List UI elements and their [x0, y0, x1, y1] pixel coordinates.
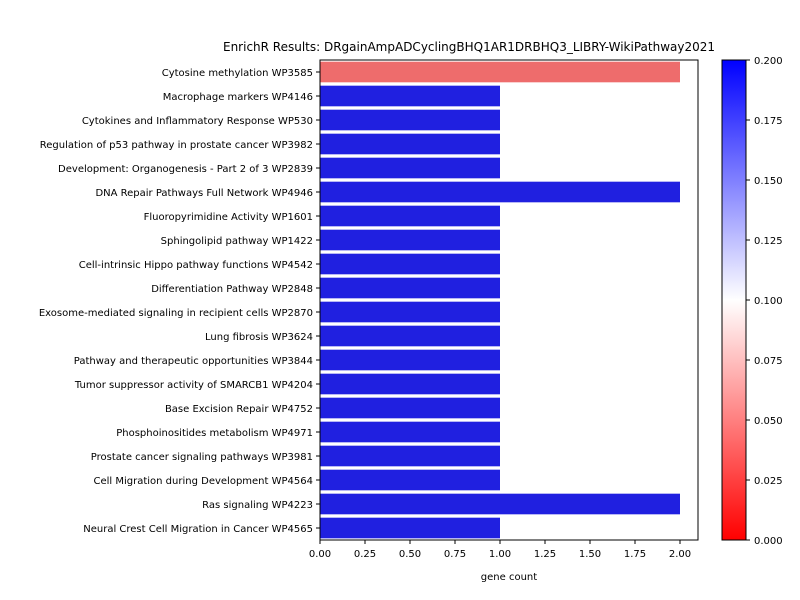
y-tick-label: Cell Migration during Development WP4564: [93, 476, 313, 487]
chart-title: EnrichR Results: DRgainAmpADCyclingBHQ1A…: [223, 40, 715, 54]
bar: [320, 397, 500, 419]
bar: [320, 517, 500, 539]
y-tick-label: Prostate cancer signaling pathways WP398…: [91, 452, 313, 463]
colorbar: [721, 59, 747, 541]
y-tick-label: Fluoropyrimidine Activity WP1601: [144, 212, 313, 223]
bar: [320, 133, 500, 155]
bar: [320, 349, 500, 371]
y-tick-label: Base Excision Repair WP4752: [165, 404, 313, 415]
colorbar-tick-label: 0.025: [754, 476, 783, 487]
y-tick-label: Development: Organogenesis - Part 2 of 3…: [58, 164, 313, 175]
bar: [320, 493, 680, 515]
y-axis: Cytosine methylation WP3585 Macrophage ma…: [39, 68, 320, 535]
colorbar-tick-label: 0.150: [754, 176, 783, 187]
y-tick-label: Pathway and therapeutic opportunities WP…: [74, 356, 313, 367]
bar: [320, 229, 500, 251]
bars-layer: [320, 61, 680, 539]
x-axis: 0.00 0.25 0.50 0.75 1.00 1.25 1.50 1.75 2.00: [309, 540, 691, 560]
bar: [320, 157, 500, 179]
x-tick-label: 0.50: [399, 549, 421, 560]
bar: [320, 109, 500, 131]
y-tick-label: Cytokines and Inflammatory Response WP53…: [82, 116, 313, 127]
colorbar-ticks: 0.000 0.025 0.050 0.075 0.100 0.125 0.150 0.175…: [746, 56, 783, 547]
y-tick-label: DNA Repair Pathways Full Network WP4946: [95, 188, 313, 199]
bar: [320, 421, 500, 443]
bar: [320, 373, 500, 395]
x-tick-label: 1.00: [489, 549, 511, 560]
x-tick-label: 1.25: [534, 549, 556, 560]
x-tick-label: 0.25: [354, 549, 376, 560]
colorbar-tick-label: 0.000: [754, 536, 783, 547]
y-tick-label: Sphingolipid pathway WP1422: [161, 236, 313, 247]
colorbar-tick-label: 0.125: [754, 236, 783, 247]
x-axis-title: gene count: [481, 572, 537, 583]
y-tick-label: Macrophage markers WP4146: [163, 92, 313, 103]
colorbar-tick-label: 0.100: [754, 296, 783, 307]
bar: [320, 85, 500, 107]
y-tick-label: Regulation of p53 pathway in prostate ca…: [40, 140, 313, 151]
x-tick-label: 1.75: [624, 549, 646, 560]
y-tick-label: Cytosine methylation WP3585: [162, 68, 313, 79]
x-tick-label: 2.00: [669, 549, 691, 560]
y-tick-label: Phosphoinositides metabolism WP4971: [116, 428, 313, 439]
x-tick-label: 0.00: [309, 549, 331, 560]
colorbar-tick-label: 0.050: [754, 416, 783, 427]
y-tick-label: Cell-intrinsic Hippo pathway functions W…: [79, 260, 313, 271]
x-tick-label: 0.75: [444, 549, 466, 560]
bar: [320, 181, 680, 203]
x-tick-label: 1.50: [579, 549, 601, 560]
bar: [320, 205, 500, 227]
bar: [320, 445, 500, 467]
y-tick-label: Exosome-mediated signaling in recipient …: [39, 308, 313, 319]
bar: [320, 469, 500, 491]
bar: [320, 325, 500, 347]
bar: [320, 61, 680, 83]
bar: [320, 253, 500, 275]
bar: [320, 277, 500, 299]
colorbar-tick-label: 0.175: [754, 116, 783, 127]
bar: [320, 301, 500, 323]
plot-frame: [319, 59, 699, 541]
y-tick-label: Tumor suppressor activity of SMARCB1 WP4…: [74, 380, 313, 391]
y-tick-label: Lung fibrosis WP3624: [205, 332, 313, 343]
y-tick-label: Ras signaling WP4223: [202, 500, 313, 511]
colorbar-tick-label: 0.200: [754, 56, 783, 67]
y-tick-label: Neural Crest Cell Migration in Cancer WP…: [83, 524, 313, 535]
colorbar-tick-label: 0.075: [754, 356, 783, 367]
y-tick-label: Differentiation Pathway WP2848: [151, 284, 313, 295]
